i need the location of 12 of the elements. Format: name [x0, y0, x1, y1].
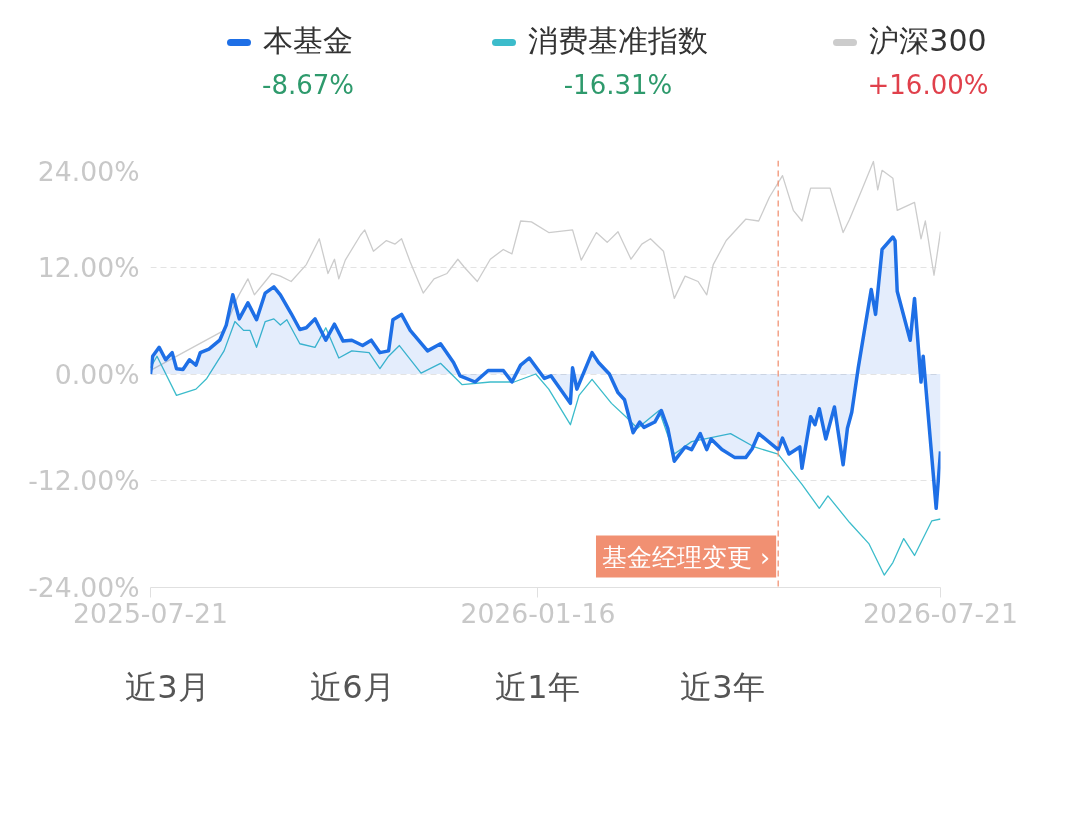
legend-label: 消费基准指数 [527, 22, 709, 60]
text: 近3月 [124, 667, 211, 708]
text: 近1年 [494, 667, 581, 708]
text: -16.31% [562, 68, 674, 102]
ref-line-label: 基金经理变更 › [601, 541, 771, 572]
legend-label: 本基金 [262, 22, 354, 60]
text: +16.00% [866, 68, 990, 102]
text: 近6月 [309, 667, 396, 708]
legend-label: 沪深300 [868, 22, 988, 60]
line-series [150, 160, 941, 372]
text: 近3年 [679, 667, 766, 708]
text: -8.67% [261, 68, 355, 102]
